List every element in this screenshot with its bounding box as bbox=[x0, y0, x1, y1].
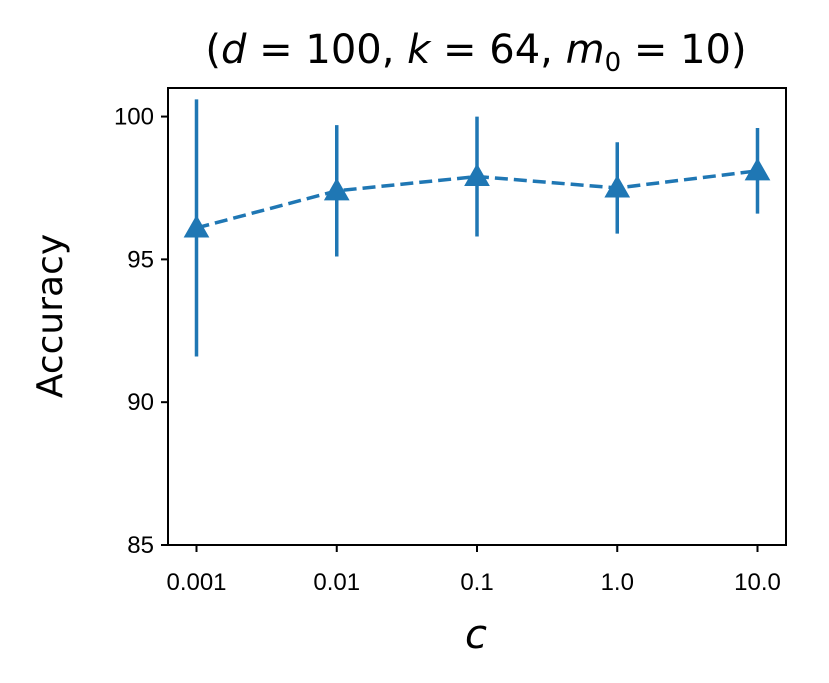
chart-title: (d = 100, k = 64, m0 = 10) bbox=[205, 27, 746, 78]
y-axis-label: Accuracy bbox=[30, 234, 71, 398]
data-point-marker bbox=[323, 177, 350, 201]
data-point-marker bbox=[604, 174, 631, 198]
x-tick-label: 10.0 bbox=[734, 569, 781, 596]
x-tick-label: 0.01 bbox=[313, 569, 360, 596]
y-tick-label: 95 bbox=[127, 246, 154, 273]
x-axis-label: c bbox=[465, 612, 487, 658]
data-point-marker bbox=[464, 163, 490, 187]
y-tick-label: 85 bbox=[127, 532, 154, 559]
y-tick-label: 90 bbox=[127, 389, 154, 416]
data-point-marker bbox=[744, 157, 771, 181]
y-tick-label: 100 bbox=[114, 104, 154, 131]
x-tick-label: 0.001 bbox=[166, 569, 226, 596]
x-tick-label: 0.1 bbox=[460, 569, 493, 596]
plot-area: 85 90 95 100 0.001 0.01 0.1 1.0 10.0 bbox=[114, 87, 787, 596]
x-tick-label: 1.0 bbox=[601, 569, 634, 596]
data-point-marker bbox=[183, 214, 210, 238]
